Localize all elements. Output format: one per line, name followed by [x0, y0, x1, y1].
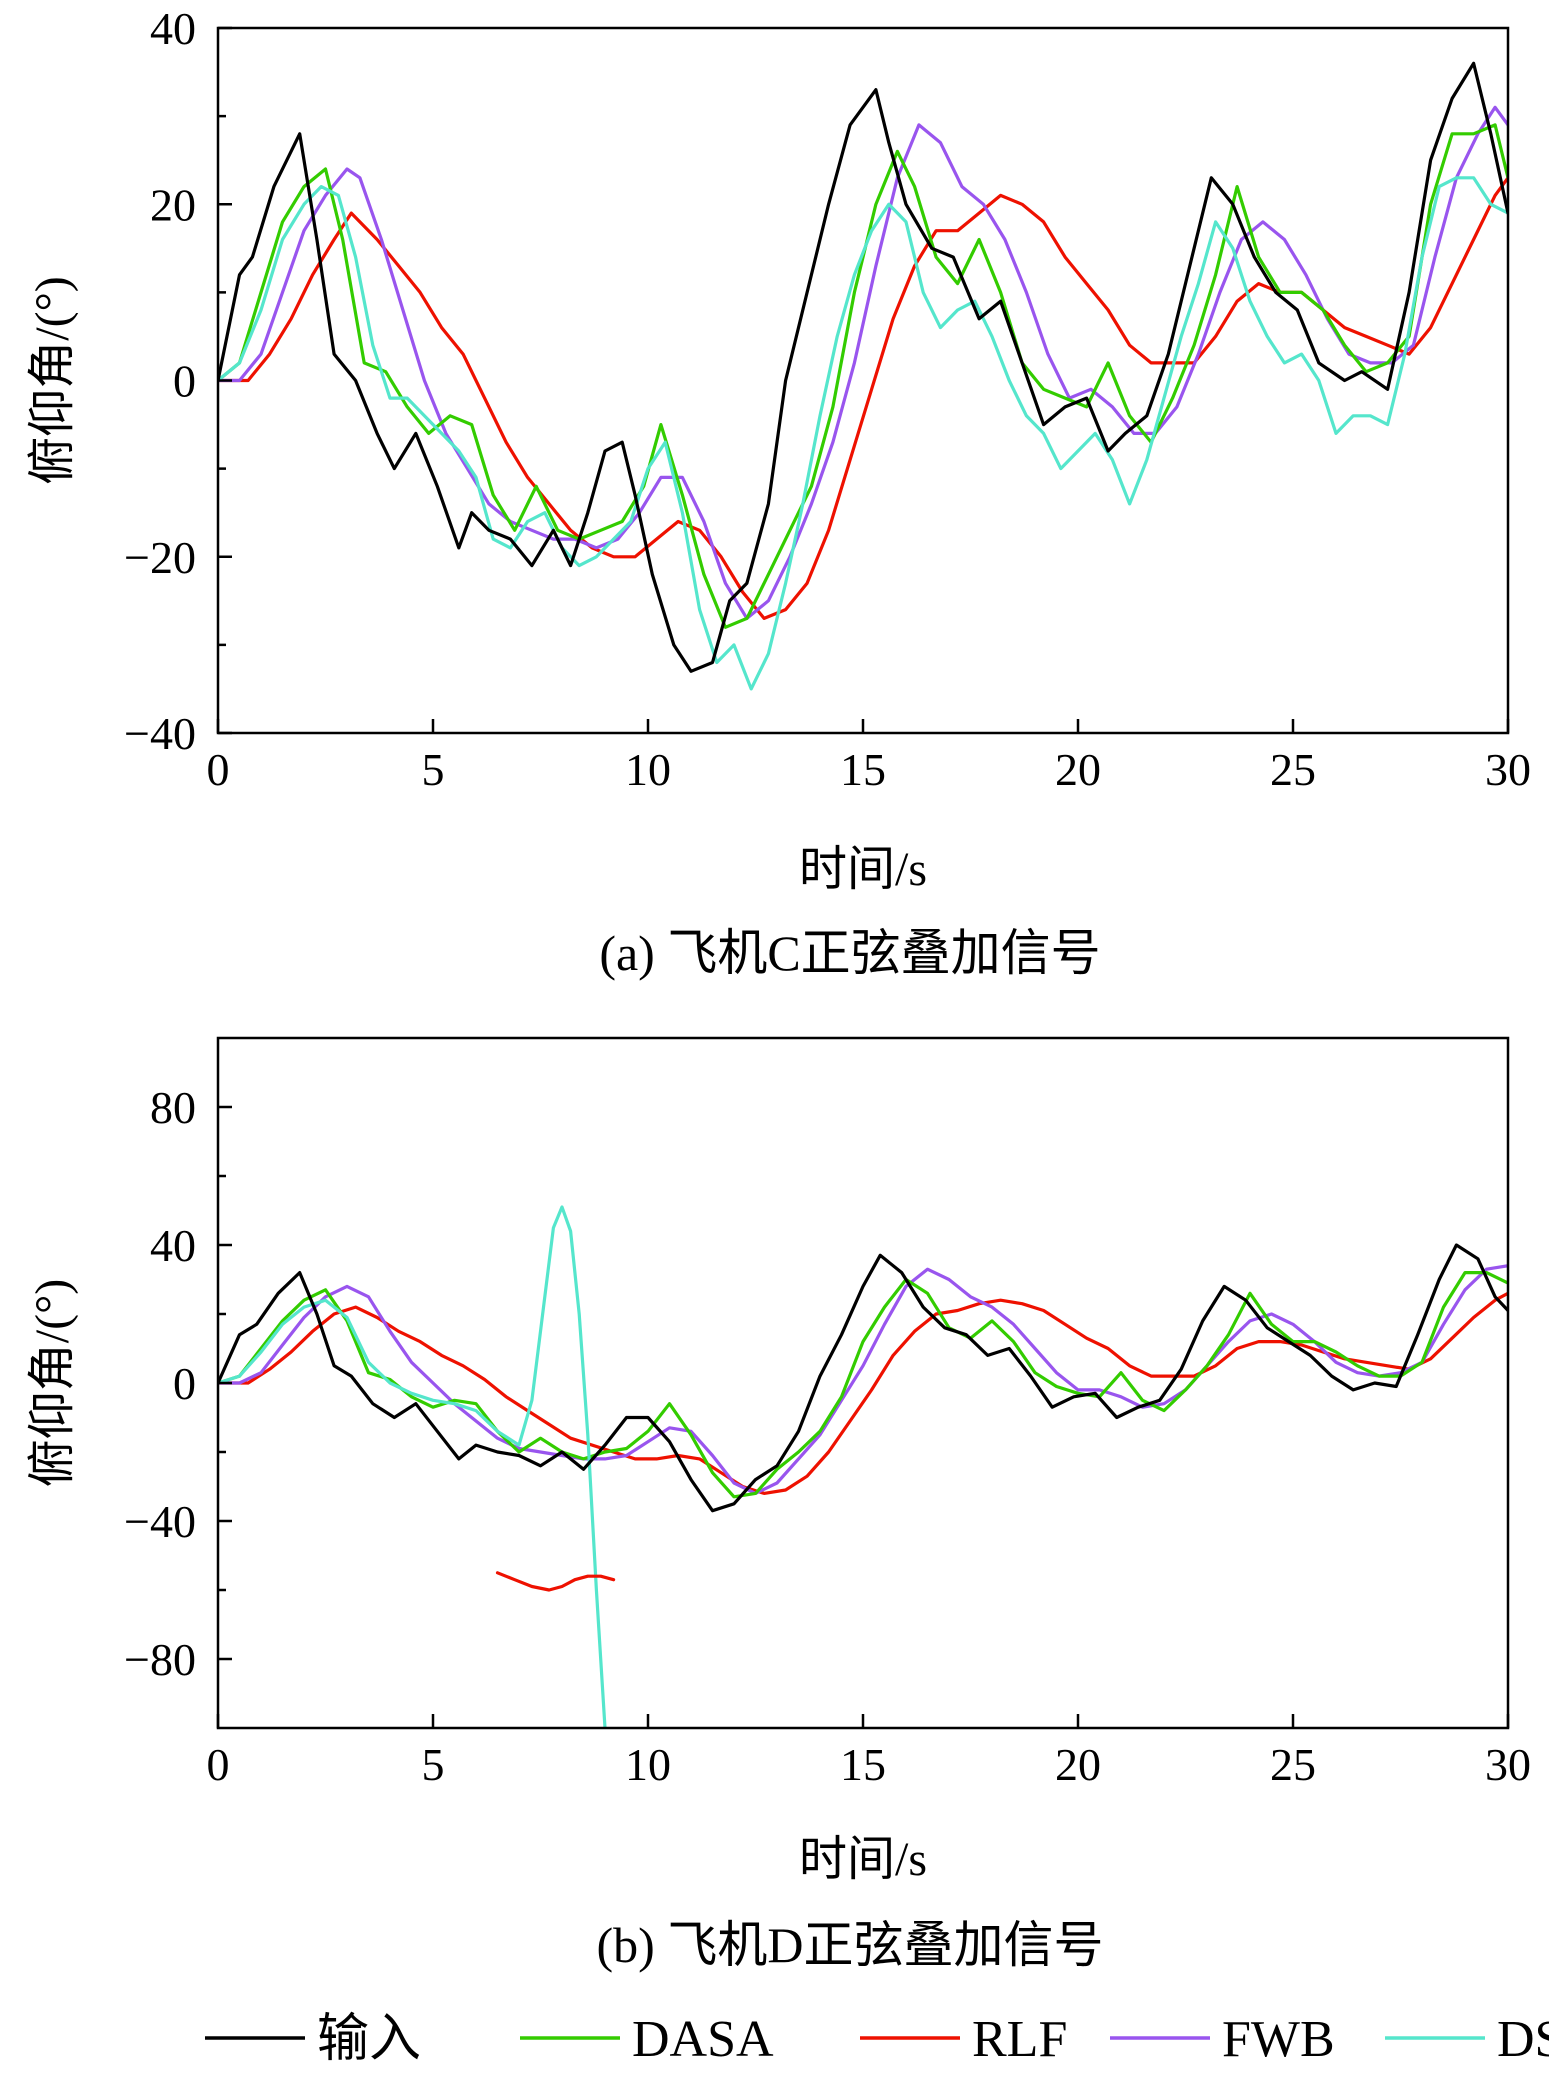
y-axis-label: 俯仰角/(°): [26, 1279, 79, 1488]
chart-panel-b: 0 5 10 15 20 25 30 −80 −40 0 40 80 时间/s 俯仰角/(°) (b)…: [26, 1036, 1531, 1973]
y-axis-label: 俯仰角/(°): [26, 276, 79, 485]
legend-label: RLF: [972, 2011, 1067, 2068]
series-line-rlf-fragment: [495, 1571, 616, 1592]
y-tick-label: −40: [124, 1496, 196, 1547]
ticks-layer: 0 5 10 15 20 25 30 −80 −40 0 40 80: [124, 1082, 1531, 1790]
plot-frame: [216, 26, 1510, 735]
y-tick-label: 0: [173, 356, 196, 407]
series-line-input: [218, 1243, 1508, 1513]
plot-frame: [216, 1036, 1510, 1730]
y-tick-label: −40: [124, 708, 196, 759]
x-tick-label: 20: [1055, 1739, 1101, 1790]
y-tick-label: 0: [173, 1358, 196, 1409]
legend-label: FWB: [1222, 2011, 1335, 2068]
x-tick-label: 10: [625, 744, 671, 795]
series-layer: [218, 1205, 1508, 1728]
series-line-fwb: [218, 105, 1508, 620]
x-axis-label: 时间/s: [799, 843, 927, 896]
y-tick-label: 40: [150, 1220, 196, 1271]
x-tick-label: 0: [207, 1739, 230, 1790]
series-line-ds: [218, 1205, 607, 1728]
series-line-rlf: [218, 176, 1508, 620]
ticks-layer: 0 5 10 15 20 25 30 −40 −20 0 20 40: [124, 3, 1531, 795]
y-tick-label: 80: [150, 1082, 196, 1133]
legend: 输入 DASA RLF FWB DS: [205, 2011, 1549, 2068]
series-line-fwb: [218, 1264, 1508, 1495]
x-tick-label: 10: [625, 1739, 671, 1790]
x-tick-label: 15: [840, 1739, 886, 1790]
series-line-input: [218, 61, 1508, 673]
legend-label: DASA: [632, 2011, 774, 2068]
y-tick-label: −20: [124, 532, 196, 583]
y-tick-label: 40: [150, 3, 196, 54]
legend-item: FWB: [1110, 2011, 1335, 2068]
chart-caption: (b) 飞机D正弦叠加信号: [597, 1917, 1104, 1973]
x-tick-label: 5: [422, 1739, 445, 1790]
x-tick-label: 30: [1485, 744, 1531, 795]
y-tick-label: −80: [124, 1634, 196, 1685]
series-line-dasa: [218, 1271, 1508, 1499]
x-tick-label: 25: [1270, 744, 1316, 795]
series-line-ds: [218, 176, 1508, 691]
series-layer: [218, 61, 1508, 691]
x-tick-label: 20: [1055, 744, 1101, 795]
legend-item: 输入: [205, 2011, 421, 2068]
x-tick-label: 30: [1485, 1739, 1531, 1790]
legend-label: 输入: [317, 2011, 421, 2068]
x-tick-label: 25: [1270, 1739, 1316, 1790]
legend-item: RLF: [860, 2011, 1067, 2068]
y-tick-label: 20: [150, 179, 196, 230]
x-tick-label: 5: [422, 744, 445, 795]
chart-panel-a: 0 5 10 15 20 25 30 −40 −20 0 20 40 时间/s 俯仰角/(°) (a)…: [26, 3, 1531, 981]
legend-item: DASA: [520, 2011, 774, 2068]
chart-caption: (a) 飞机C正弦叠加信号: [599, 925, 1100, 981]
x-axis-label: 时间/s: [799, 1833, 927, 1886]
series-line-rlf: [218, 1291, 1508, 1495]
legend-item: DS: [1385, 2011, 1549, 2068]
x-tick-label: 0: [207, 744, 230, 795]
x-tick-label: 15: [840, 744, 886, 795]
legend-label: DS: [1497, 2011, 1549, 2068]
